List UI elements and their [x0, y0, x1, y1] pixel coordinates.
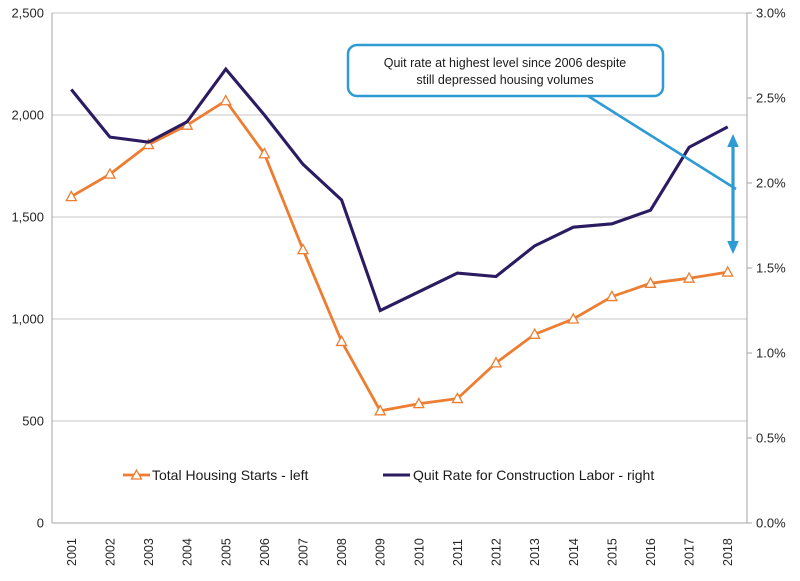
chart-legend: Total Housing Starts - left Quit Rate fo… [123, 467, 654, 483]
legend-item-housing-starts: Total Housing Starts - left [123, 467, 309, 483]
right-axis-tick-label: 1.0% [756, 346, 786, 361]
range-arrow-head-up [727, 134, 739, 147]
housing-starts-marker [721, 265, 734, 277]
x-axis-year-label: 2013 [528, 538, 542, 566]
right-axis-tick-label: 3.0% [756, 6, 786, 21]
x-axis-year-label: 2006 [258, 538, 272, 566]
legend-housing-label: Total Housing Starts - left [152, 467, 309, 483]
x-axis-year-label: 2004 [181, 538, 195, 566]
callout-box [346, 43, 665, 98]
left-axis-tick-label: 500 [22, 414, 44, 429]
housing-starts-marker [296, 243, 310, 255]
x-axis-year-label: 2017 [683, 538, 697, 566]
axis-tick-labels: 0 500 1,000 1,500 2,000 2,500 0.0% 0.5% 1.0% 1.5%… [11, 6, 786, 567]
callout-annotation: Quit rate at highest level since 2006 de… [346, 43, 737, 191]
data-series [65, 66, 734, 416]
housing-starts-marker [65, 190, 78, 202]
x-axis-year-label: 2003 [142, 538, 156, 566]
right-axis-tick-label: 2.5% [756, 91, 786, 106]
housing-starts-marker [412, 397, 425, 409]
x-axis-year-label: 2010 [412, 538, 426, 566]
x-axis-year-label: 2011 [451, 539, 465, 566]
left-axis-tick-label: 2,000 [11, 108, 44, 123]
right-axis-tick-label: 0.5% [756, 431, 786, 446]
x-axis-year-label: 2012 [490, 538, 504, 566]
left-axis-tick-label: 1,000 [11, 312, 44, 327]
right-axis-tick-label: 0.0% [756, 516, 786, 531]
callout-text-line1: Quit rate at highest level since 2006 de… [384, 56, 627, 70]
left-axis-tick-label: 1,500 [11, 210, 44, 225]
x-axis-year-label: 2014 [567, 538, 581, 566]
housing-starts-marker [489, 356, 503, 368]
series-line-housing-starts [70, 98, 728, 413]
range-arrow-head-down [727, 241, 739, 254]
x-axis-year-label: 2016 [644, 538, 658, 566]
housing-starts-marker [682, 271, 696, 283]
housing-starts-marker [103, 167, 117, 179]
housing-starts-marker [258, 147, 271, 159]
left-axis-tick-label: 2,500 [11, 6, 44, 21]
right-axis-tick-label: 2.0% [756, 176, 786, 191]
gridlines [52, 12, 747, 422]
x-axis-year-label: 2009 [374, 538, 388, 566]
x-axis-year-label: 2015 [605, 538, 619, 566]
housing-starts-marker [335, 334, 348, 347]
right-axis-tick-label: 1.5% [756, 261, 786, 276]
x-axis-year-label: 2018 [721, 538, 735, 566]
callout-text-line2: still depressed housing volumes [416, 73, 593, 87]
range-double-arrow [727, 134, 739, 254]
housing-starts-marker [605, 289, 618, 302]
housing-starts-marker [142, 138, 155, 150]
x-axis-year-label: 2008 [335, 538, 349, 566]
x-axis-year-label: 2002 [103, 538, 117, 566]
x-axis-year-label: 2001 [65, 538, 79, 566]
housing-starts-marker [374, 404, 387, 416]
x-axis-year-label: 2007 [296, 538, 310, 566]
legend-housing-marker-icon [130, 468, 143, 480]
housing-starts-marker [528, 327, 541, 339]
left-axis-tick-label: 0 [37, 516, 44, 531]
callout-leader-line [587, 94, 737, 191]
axes [51, 12, 752, 524]
legend-quit-label: Quit Rate for Construction Labor - right [413, 467, 654, 483]
legend-item-quit-rate: Quit Rate for Construction Labor - right [383, 467, 654, 483]
series-line-quit-rate [70, 66, 729, 313]
x-axis-year-label: 2005 [219, 538, 233, 566]
housing-starts-marker [219, 94, 232, 106]
housing-starts-marker [451, 391, 464, 404]
housing-starts-marker [567, 312, 580, 324]
housing-starts-marker [644, 276, 657, 288]
